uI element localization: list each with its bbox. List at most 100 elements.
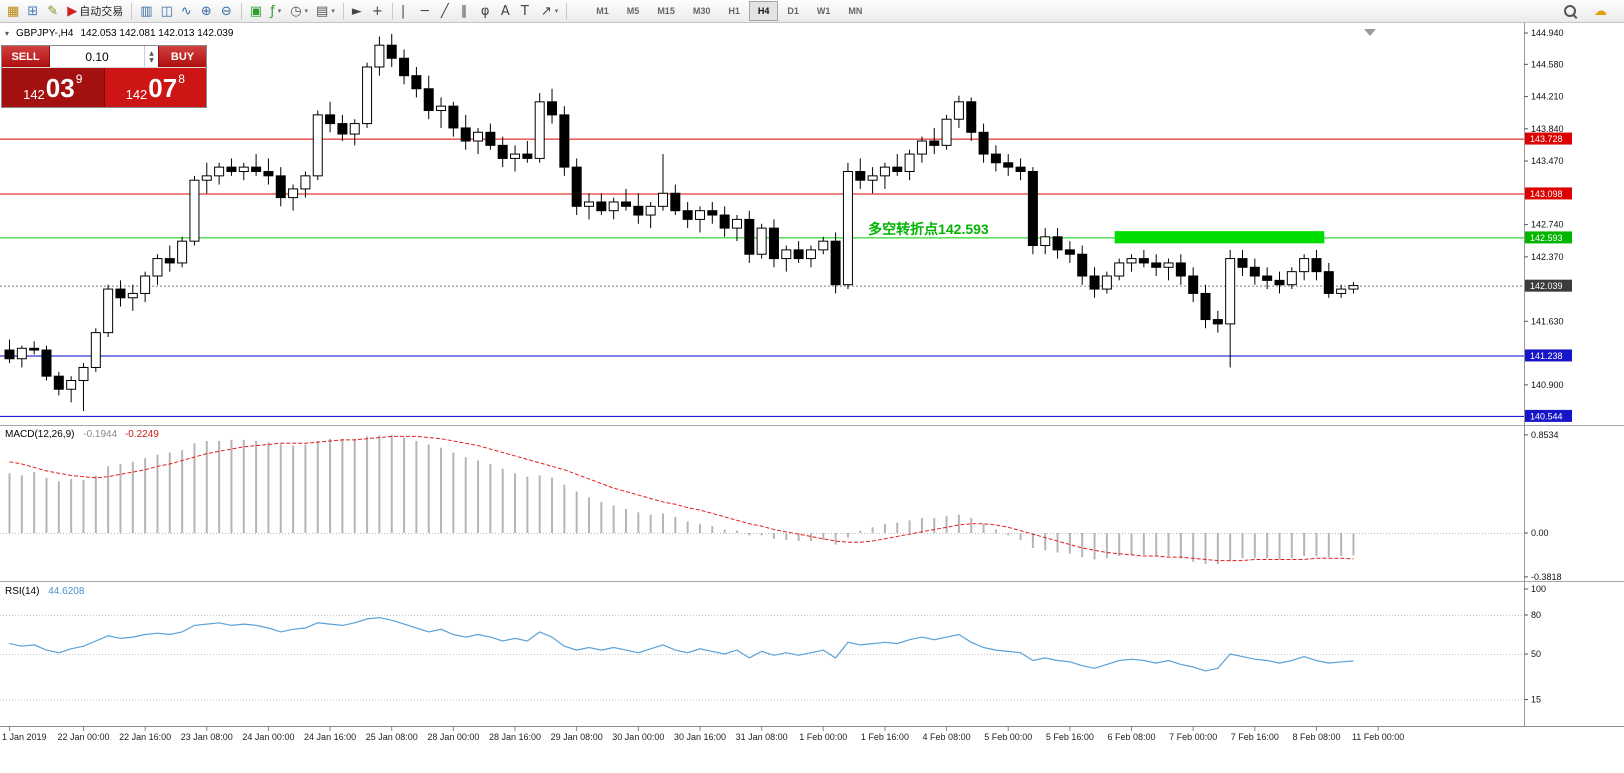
timeframe-m15[interactable]: M15 — [648, 1, 684, 21]
periods-icon[interactable]: ◷ ▾ — [286, 1, 312, 21]
horizontal-line-icon[interactable]: ─ — [417, 1, 437, 21]
new-order-icon[interactable]: ⊞ — [23, 1, 43, 21]
candle-up — [189, 179, 200, 242]
ohlc-values: 142.053 142.081 142.013 142.039 — [80, 28, 234, 39]
candle-down — [929, 140, 940, 146]
candle-up — [1163, 262, 1174, 268]
metaeditor-icon[interactable]: ✎ — [43, 1, 63, 21]
sell-button[interactable]: SELL — [2, 46, 50, 67]
timeframe-h1[interactable]: H1 — [719, 1, 749, 21]
tile-windows-icon[interactable]: ▣ — [246, 1, 266, 21]
arrows-icon[interactable]: ↗ ▾ — [537, 1, 562, 21]
fibonacci-icon[interactable]: φ — [477, 1, 497, 21]
price-badge — [1525, 279, 1572, 292]
candle-up — [288, 188, 299, 199]
trendline-icon: ╱ — [440, 3, 449, 19]
chart-shift-marker[interactable] — [1364, 29, 1376, 36]
price-badge-label: 142.039 — [1530, 281, 1563, 291]
timeframe-h4[interactable]: H4 — [748, 1, 779, 21]
zoom-in-icon[interactable]: ⊕ — [197, 1, 217, 21]
price-axis-label: 143.470 — [1531, 156, 1564, 166]
timeframe-d1[interactable]: D1 — [778, 1, 808, 21]
zoom-out-icon[interactable]: ⊖ — [217, 1, 237, 21]
candle-down — [497, 144, 508, 159]
autotrading-button[interactable]: ▶ 自动交易 — [63, 1, 127, 21]
candle-down — [1089, 275, 1100, 290]
bid-big-digits: 03 — [45, 72, 75, 103]
volume-down-icon[interactable]: ▼ — [149, 56, 154, 64]
price-axis-label: 143.840 — [1531, 124, 1564, 134]
indicators-icon[interactable]: ƒ ▾ — [266, 1, 286, 21]
price-badge-label: 142.593 — [1530, 233, 1563, 243]
candle-down — [571, 166, 582, 207]
text-icon[interactable]: A — [497, 1, 517, 21]
timeframe-m1[interactable]: M1 — [587, 1, 618, 21]
zoom-in-icon: ⊕ — [200, 3, 212, 19]
candle-down — [547, 101, 558, 116]
fibonacci-icon: φ — [480, 3, 490, 19]
time-axis-label: 28 Jan 00:00 — [427, 732, 479, 742]
price-chart-canvas[interactable]: 144.940 144.580 144.210 143.840 143.470 142.7… — [0, 23, 1624, 773]
price-axis-label: 144.210 — [1531, 92, 1564, 102]
time-axis-label: 1 Jan 2019 — [2, 732, 47, 742]
community-icon[interactable]: ☁ — [1590, 1, 1611, 21]
rsi-axis-label: 100 — [1531, 584, 1546, 594]
symbol-period-label: GBPJPY-,H4 — [16, 28, 74, 39]
timeframe-mn[interactable]: MN — [839, 1, 871, 21]
time-axis-label: 4 Feb 08:00 — [923, 732, 971, 742]
candle-down — [966, 101, 977, 133]
dropdown-caret-icon[interactable]: ▾ — [331, 7, 335, 15]
vertical-line-icon[interactable]: | — [397, 1, 417, 21]
time-axis-label: 22 Jan 16:00 — [119, 732, 171, 742]
candle-down — [411, 75, 422, 90]
rsi-name: RSI(14) — [5, 586, 40, 597]
candlestick-chart-icon[interactable]: ◫ — [157, 1, 177, 21]
terminal-icon[interactable]: ▦ — [3, 1, 23, 21]
autotrading-label: 自动交易 — [79, 6, 124, 18]
tile-windows-icon: ▣ — [249, 3, 263, 19]
candle-up — [312, 114, 323, 177]
candle-down — [53, 375, 64, 390]
toolbar-separator — [131, 2, 133, 20]
time-axis-label: 23 Jan 08:00 — [181, 732, 233, 742]
candle-down — [485, 131, 496, 146]
candle-up — [879, 166, 890, 177]
trendline-icon[interactable]: ╱ — [437, 1, 457, 21]
candle-down — [744, 218, 755, 255]
line-chart-icon[interactable]: ∿ — [177, 1, 197, 21]
dropdown-caret-icon[interactable]: ▾ — [304, 7, 309, 15]
candle-down — [164, 258, 175, 264]
volume-up-icon[interactable]: ▲ — [149, 49, 154, 57]
dropdown-caret-icon[interactable]: ▾ — [277, 7, 282, 15]
timeframe-m5[interactable]: M5 — [618, 1, 649, 21]
timeframe-w1[interactable]: W1 — [808, 1, 840, 21]
buy-button[interactable]: BUY — [158, 46, 206, 67]
bid-price-box[interactable]: 142 03 9 — [2, 68, 105, 107]
channel-icon[interactable]: ∥ — [457, 1, 477, 21]
panel-collapse-icon[interactable]: ▾ — [5, 29, 10, 38]
search-icon[interactable] — [1560, 1, 1580, 21]
candle-down — [892, 166, 903, 172]
candle-up — [201, 175, 212, 181]
chart-annotation-text[interactable]: 多空转折点142.593 — [868, 221, 989, 238]
volume-input[interactable] — [50, 46, 144, 67]
candle-down — [559, 114, 570, 168]
templates-icon[interactable]: ▤ ▾ — [312, 1, 339, 21]
ask-price-box[interactable]: 142 07 8 — [104, 68, 206, 107]
macd-axis-label: 0.8534 — [1531, 430, 1559, 440]
highlight-rectangle[interactable] — [1114, 231, 1325, 244]
macd-indicator-label: MACD(12,26,9) -0.1944 -0.2249 — [5, 429, 159, 440]
candle-up — [436, 105, 447, 112]
candle-up — [238, 166, 249, 172]
candle-down — [1003, 162, 1014, 168]
bar-chart-icon[interactable]: ▥ — [136, 1, 156, 21]
timeframe-m30[interactable]: M30 — [684, 1, 720, 21]
crosshair-icon[interactable]: + — [368, 1, 388, 21]
dropdown-caret-icon[interactable]: ▾ — [554, 7, 559, 15]
toolbar: ▦ ⊞ ✎ ▶ 自动交易 ▥ ◫ ∿ ⊕ ⊖ ▣ ƒ ▾ ◷ ▾ ▤ ▾ ► + | ─ ╱ ∥ φ A T ↗ ▾ M1 M5 M15 M3… — [0, 0, 1624, 23]
label-icon[interactable]: T — [517, 1, 537, 21]
price-badge — [1525, 187, 1572, 200]
time-axis-label: 1 Feb 00:00 — [799, 732, 847, 742]
cursor-icon[interactable]: ► — [348, 1, 368, 21]
candle-down — [1052, 236, 1063, 251]
